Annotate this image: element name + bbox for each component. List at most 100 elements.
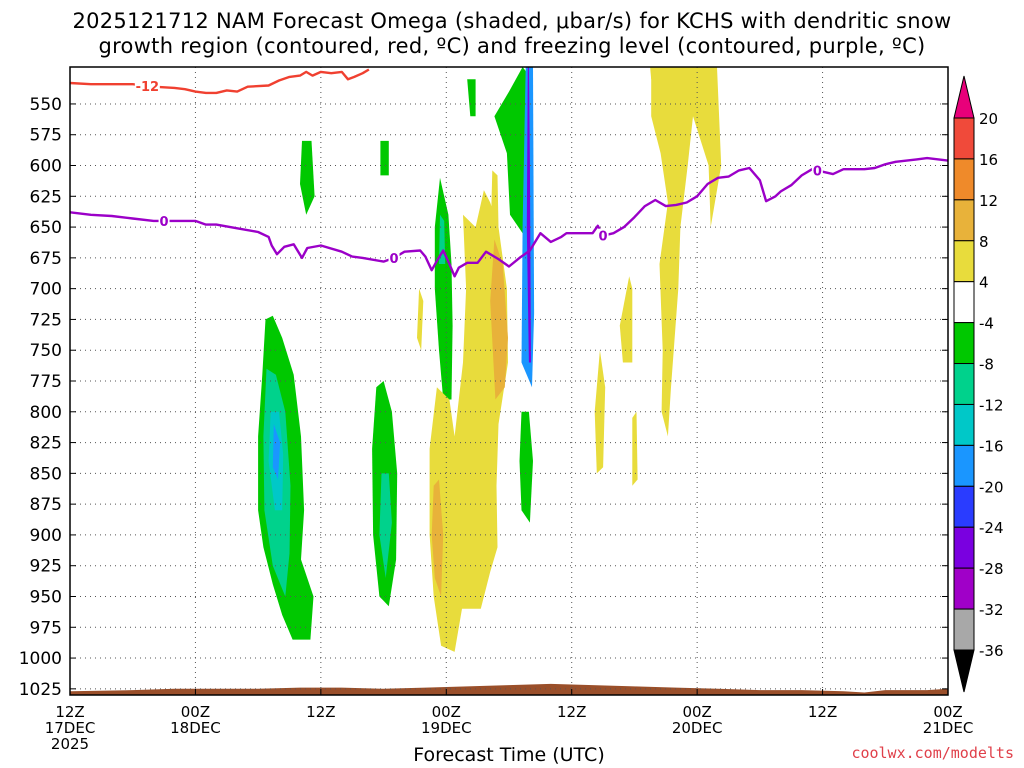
omega-region-19 [526, 67, 531, 363]
x-tick-label: 21DEC [923, 719, 974, 737]
colorbar-label: -12 [979, 396, 1004, 414]
x-tick-label: 00Z [933, 703, 962, 721]
colorbar-bin [953, 158, 975, 201]
freezing-level-label-3: 0 [813, 164, 822, 179]
x-tick-label: 12Z [55, 703, 84, 721]
colorbar-bin [953, 199, 975, 242]
y-tick-label: 800 [30, 403, 62, 423]
colorbar-bin [953, 240, 975, 283]
omega-region-13 [490, 239, 508, 400]
colorbar-label: -24 [979, 519, 1004, 537]
colorbar-bin [953, 485, 975, 528]
omega-region-24 [650, 67, 656, 80]
omega-region-12 [431, 479, 444, 597]
colorbar-bin [953, 117, 975, 160]
y-tick-label: 1025 [19, 680, 62, 700]
x-tick-label: 12Z [557, 703, 586, 721]
colorbar-label: -36 [979, 642, 1004, 660]
y-tick-label: 550 [30, 95, 62, 115]
chart-title-line1: 2025121712 NAM Forecast Omega (shaded, μ… [72, 9, 952, 33]
dgz-minus12-label-0: -12 [136, 80, 160, 95]
x-tick-label: 00Z [432, 703, 461, 721]
y-tick-label: 850 [30, 464, 62, 484]
ground-surface [70, 683, 948, 695]
x-tick-label: 20DEC [672, 719, 723, 737]
y-tick-label: 750 [30, 341, 62, 361]
x-tick-label: 2025 [51, 735, 89, 753]
colorbar-label: -32 [979, 601, 1004, 619]
colorbar-label: 16 [979, 151, 998, 169]
omega-region-3 [272, 424, 281, 480]
x-axis-title: Forecast Time (UTC) [413, 744, 605, 766]
colorbar-bin [953, 444, 975, 487]
colorbar-label: 20 [979, 110, 998, 128]
freezing-level-label-0: 0 [160, 215, 169, 230]
y-tick-label: 875 [30, 495, 62, 515]
y-tick-label: 725 [30, 310, 62, 330]
source-credit[interactable]: coolwx.com/modelts [851, 744, 1014, 762]
colorbar-label: 4 [979, 274, 989, 292]
freezing-level-label-bg [597, 228, 609, 243]
x-tick-label: 18DEC [170, 719, 221, 737]
omega-region-14 [491, 170, 499, 228]
omega-region-20 [594, 350, 606, 474]
x-tick-label: 00Z [682, 703, 711, 721]
omega-region-22 [632, 411, 638, 486]
omega-region-15 [467, 79, 476, 117]
colorbar-bin [953, 608, 975, 651]
omega-region-21 [619, 276, 633, 363]
omega-fill-layer [258, 67, 722, 652]
y-tick-label: 675 [30, 249, 62, 269]
omega-region-23 [651, 67, 722, 437]
freezing-level-label-2: 0 [599, 230, 608, 245]
omega-region-4 [300, 140, 315, 215]
colorbar-bin [953, 526, 975, 569]
colorbar-label: 12 [979, 192, 998, 210]
dgz-minus12-line [70, 68, 370, 95]
freezing-level-label-bg [388, 250, 400, 265]
freezing-level-line [70, 156, 948, 278]
y-tick-label: 975 [30, 618, 62, 638]
contour-layer: -12 0 0 0 0 [70, 68, 948, 278]
x-tick-label: 12Z [808, 703, 837, 721]
colorbar-bin [953, 281, 975, 324]
x-tick-label: 12Z [306, 703, 335, 721]
y-tick-label: 775 [30, 372, 62, 392]
freezing-level-label-bg [811, 163, 823, 178]
omega-region-8 [434, 177, 453, 400]
omega-region-7 [379, 473, 392, 578]
chart-title-line2: growth region (contoured, red, ºC) and f… [98, 34, 926, 58]
y-tick-label: 825 [30, 434, 62, 454]
colorbar-bin [953, 567, 975, 610]
colorbar-label: -28 [979, 560, 1004, 578]
x-tick-label: 17DEC [45, 719, 96, 737]
colorbar-label: -20 [979, 478, 1004, 496]
y-tick-label: 575 [30, 126, 62, 146]
omega-region-11 [429, 190, 508, 652]
x-tick-label: 00Z [181, 703, 210, 721]
freezing-level-label-1: 0 [390, 252, 399, 267]
dgz-minus12-label-bg [134, 78, 160, 93]
y-tick-label: 1000 [19, 649, 62, 669]
omega-region-5 [380, 140, 389, 176]
colorbar-label: 8 [979, 233, 989, 251]
y-tick-label: 925 [30, 557, 62, 577]
colorbar: 20 16 12 8 4 -4 -8 -12 -16 -20 -24 -28 -32 -36 [953, 75, 1004, 693]
colorbar-label: -8 [979, 356, 994, 374]
colorbar-bin [953, 363, 975, 405]
y-tick-label: 700 [30, 280, 62, 300]
colorbar-bin [953, 322, 975, 365]
y-tick-label: 900 [30, 526, 62, 546]
y-tick-label: 950 [30, 587, 62, 607]
colorbar-label: -16 [979, 437, 1004, 455]
freezing-level-label-bg [158, 213, 170, 228]
omega-region-17 [519, 411, 533, 523]
colorbar-arrow-up [953, 75, 975, 119]
y-tick-label: 650 [30, 218, 62, 238]
colorbar-bin [953, 403, 975, 446]
colorbar-arrow-down [953, 649, 975, 693]
y-tick-label: 625 [30, 187, 62, 207]
colorbar-label: -4 [979, 315, 994, 333]
ground-layer [70, 683, 948, 695]
